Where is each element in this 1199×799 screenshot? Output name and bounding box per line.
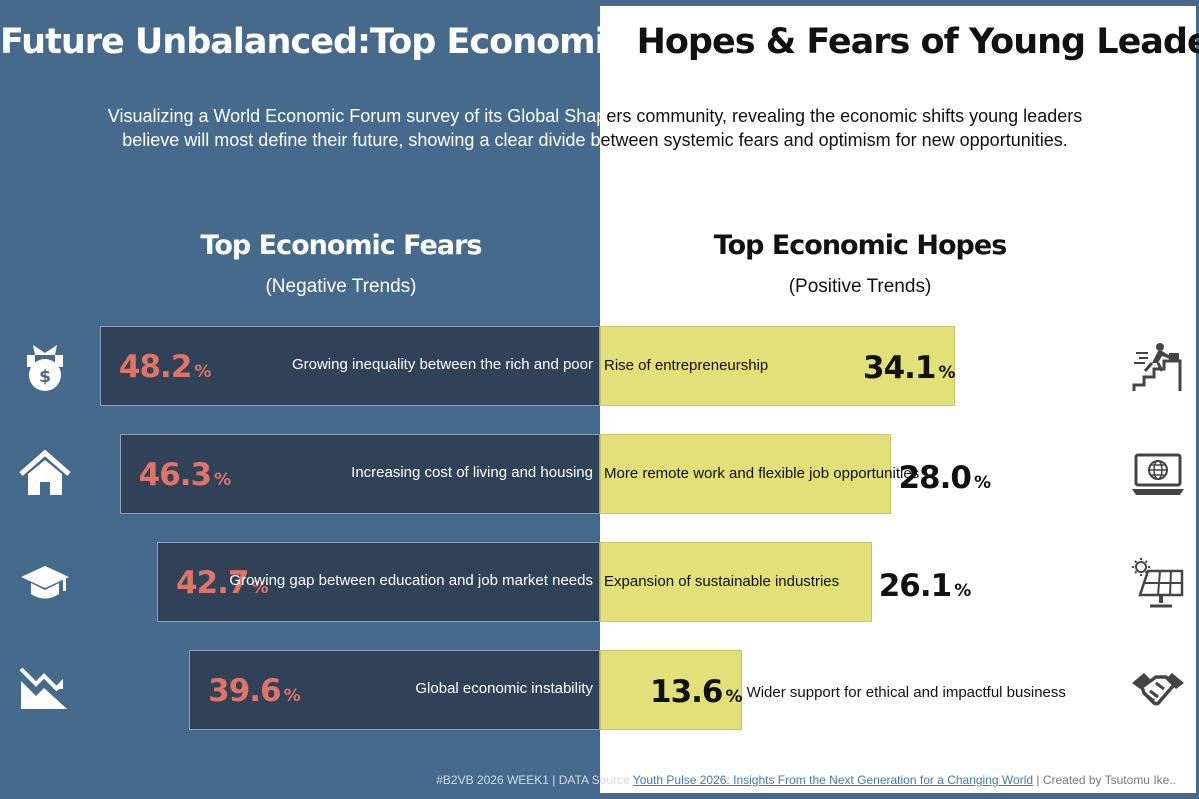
title-part-light: Future Unbalanced:Top Economic <box>0 22 637 62</box>
laptop-globe-icon <box>1132 453 1184 495</box>
fear-value-number: 42.7 <box>175 565 249 601</box>
bottom-border-strip <box>600 793 1199 799</box>
hope-bar <box>600 326 955 406</box>
hope-bar <box>600 434 892 514</box>
fear-label: Increasing cost of living and housing <box>351 464 593 481</box>
hope-value: 26.1% <box>878 568 972 604</box>
handshake-icon <box>1132 673 1184 706</box>
subtitle-line1-dark: ers community, revealing the economic sh… <box>606 106 1083 126</box>
percent-sign: % <box>725 687 743 707</box>
house-icon <box>19 449 71 495</box>
fear-label: Growing inequality between the rich and … <box>291 356 593 373</box>
percent-sign: % <box>954 581 971 601</box>
hopes-section-subtitle: (Positive Trends) <box>788 276 932 297</box>
graduation-cap-icon <box>21 566 69 599</box>
title-part-dark: Hopes & Fears of Young Leaders <box>636 22 1199 62</box>
percent-sign: % <box>251 578 268 598</box>
fear-label: Global economic instability <box>415 680 593 697</box>
hope-value: 28.0% <box>898 460 991 496</box>
hope-bar <box>600 542 872 622</box>
hope-value-number: 28.0 <box>898 460 971 496</box>
hope-label: Wider support for ethical and impactful … <box>746 684 1066 701</box>
fear-bar: 46.3% Increasing cost of living and hous… <box>119 434 600 514</box>
hope-value: 13.6% <box>650 674 743 710</box>
hope-label: Rise of entrepreneurship <box>604 357 769 374</box>
footer-credit: | Created by Tsutomu Ike.. <box>1033 773 1176 787</box>
fear-value: 39.6% <box>208 673 301 709</box>
solar-panel-icon <box>1132 558 1184 608</box>
footer: #B2VB 2026 WEEK1 | DATA Source Youth Pul… <box>0 773 1176 787</box>
percent-sign: % <box>938 363 956 383</box>
hope-bar <box>600 650 742 730</box>
svg-text:$: $ <box>39 367 51 387</box>
percent-sign: % <box>214 470 231 490</box>
fear-bar: 39.6% Global economic instability <box>189 650 600 730</box>
percent-sign: % <box>283 686 301 706</box>
hope-value: 34.1% <box>863 350 956 386</box>
hopes-section-title: Top Economic Hopes <box>713 230 1008 261</box>
page-subtitle: Visualizing a World Economic Forum surve… <box>100 104 1090 152</box>
subtitle-line2-light: believe will most define their future, s… <box>122 130 601 150</box>
fear-value: 42.7% <box>175 565 269 601</box>
fear-value-number: 39.6 <box>208 673 281 709</box>
fear-value-number: 46.3 <box>138 457 212 493</box>
subtitle-line1-light: Visualizing a World Economic Forum surve… <box>107 106 607 126</box>
fears-section-title: Top Economic Fears <box>200 230 483 261</box>
percent-sign: % <box>973 473 991 493</box>
downtrend-icon <box>19 667 67 709</box>
right-border-strip <box>1196 0 1199 799</box>
fear-bar: 48.2% Growing inequality between the ric… <box>99 326 600 406</box>
percent-sign: % <box>194 362 211 382</box>
money-bag-icon: $ <box>27 345 63 391</box>
top-border-strip <box>600 0 1199 6</box>
page-title: Future Unbalanced:Top Economic Hopes & F… <box>0 22 1199 62</box>
hope-value-number: 13.6 <box>650 674 723 710</box>
hope-value-number: 34.1 <box>863 350 936 386</box>
footer-prefix: #B2VB 2026 WEEK1 | DATA Source <box>436 773 633 787</box>
fears-section-subtitle: (Negative Trends) <box>265 276 417 297</box>
climbing-stairs-icon <box>1132 343 1182 391</box>
fear-label: Growing gap between education and job ma… <box>229 572 593 589</box>
hope-label: More remote work and flexible job opport… <box>604 465 920 482</box>
fear-value: 48.2% <box>118 349 212 385</box>
fear-value: 46.3% <box>138 457 232 493</box>
fear-value-number: 48.2 <box>118 349 192 385</box>
hope-value-number: 26.1 <box>878 568 952 604</box>
footer-source-link[interactable]: Youth Pulse 2026: Insights From the Next… <box>632 773 1034 787</box>
fear-bar: 42.7% Growing gap between education and … <box>156 542 600 622</box>
subtitle-line2-dark: etween systemic fears and optimism for n… <box>600 130 1068 150</box>
hope-label: Expansion of sustainable industries <box>604 573 840 590</box>
